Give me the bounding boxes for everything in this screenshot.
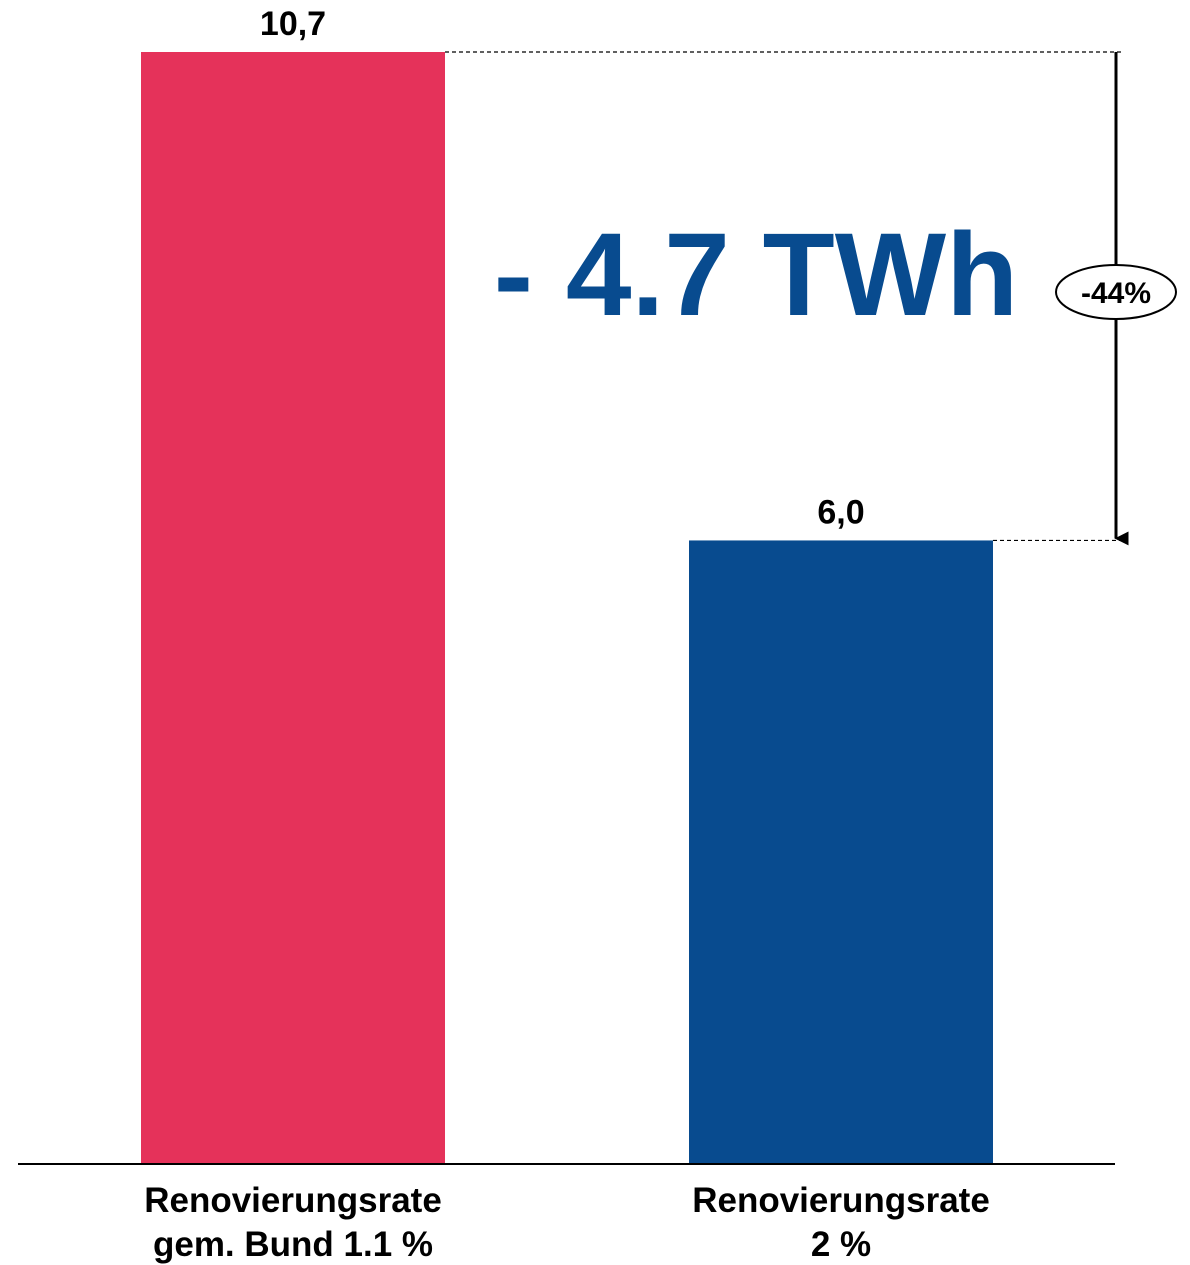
value-label-1: 10,7 [260, 5, 326, 43]
bar-1 [141, 52, 445, 1164]
category-labels: Renovierungsrate gem. Bund 1.1 % Renovieru… [144, 1181, 990, 1264]
category-label-2-line-2: 2 % [811, 1225, 871, 1264]
value-label-2: 6,0 [817, 493, 864, 531]
annotation-leader-lines [445, 51, 1124, 542]
category-label-2-line-1: Renovierungsrate [692, 1181, 990, 1220]
bar-2 [689, 540, 993, 1164]
bars [141, 52, 993, 1164]
percent-change-label: -44% [1081, 277, 1151, 310]
category-label-1-line-2: gem. Bund 1.1 % [153, 1225, 433, 1264]
difference-label: - 4.7 TWh [494, 209, 1018, 341]
value-labels: 10,7 6,0 [260, 5, 865, 531]
category-label-1-line-1: Renovierungsrate [144, 1181, 442, 1220]
percent-change-ellipse [1055, 264, 1177, 320]
